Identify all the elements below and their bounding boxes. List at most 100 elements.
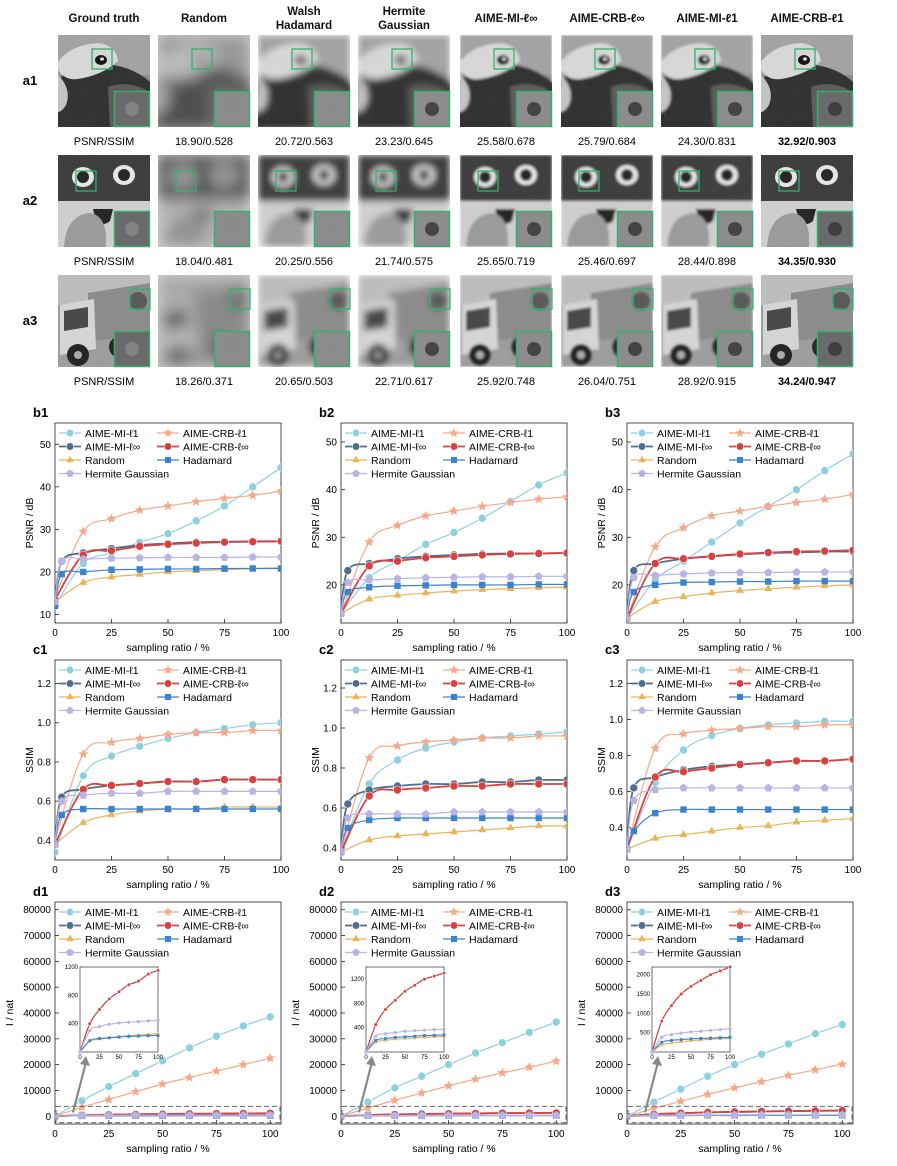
- reconstruction-image: [561, 35, 654, 128]
- legend-label: AIME-CRB-ℓ1: [183, 665, 247, 677]
- data-point-crb_l1: [276, 725, 281, 735]
- legend: AIME-MI-ℓ1 AIME-CRB-ℓ1 AIME-MI-ℓ∞ AIME-CRB-…: [631, 428, 821, 480]
- inset-point-crb_linf: [116, 989, 122, 994]
- zoom-inset: [616, 210, 654, 248]
- data-point-hadamard: [821, 806, 828, 813]
- data-point-hadamard: [108, 566, 115, 574]
- data-point-hadamard: [507, 814, 514, 822]
- legend-marker-hadamard: [164, 935, 172, 943]
- legend-label: Random: [657, 934, 697, 946]
- column-header: Hadamard: [276, 20, 332, 32]
- legend-label: AIME-CRB-ℓ1: [469, 665, 533, 677]
- legend-marker-hermite: [66, 469, 74, 477]
- legend-label: AIME-CRB-ℓ1: [183, 428, 247, 440]
- y-tick-label: 20000: [23, 1060, 51, 1071]
- data-point-hadamard: [535, 814, 542, 822]
- data-point-random: [79, 577, 88, 585]
- data-point-hadamard: [55, 602, 59, 610]
- legend-marker-hadamard: [450, 935, 458, 943]
- data-point-hermite: [838, 1110, 847, 1119]
- y-tick-label: 40000: [595, 1009, 623, 1020]
- y-tick-label: 60000: [309, 957, 337, 968]
- panel-label: c1: [33, 642, 47, 657]
- x-axis-label: sampling ratio / %: [412, 642, 495, 654]
- y-tick-label: 40: [612, 485, 624, 496]
- data-point-hermite: [703, 1110, 712, 1119]
- y-axis-label: SSIM: [596, 747, 608, 773]
- data-point-crb_linf: [191, 777, 201, 786]
- data-point-hermite: [57, 796, 66, 805]
- data-point-random: [820, 815, 829, 823]
- psnr-ssim-value: 18.26/0.371: [175, 376, 233, 388]
- legend-marker-crb_l1: [735, 907, 745, 916]
- inset-point-hermite: [442, 1027, 446, 1031]
- legend-label: AIME-MI-ℓ1: [371, 907, 425, 919]
- inset-point-hermite: [708, 1028, 713, 1032]
- data-point-hermite: [450, 573, 458, 581]
- y-tick-label: 50000: [595, 983, 623, 994]
- legend-marker-hadamard: [450, 456, 458, 464]
- inset-arrow: [643, 1061, 660, 1113]
- data-point-crb_l1: [191, 727, 202, 737]
- data-point-mi_l1: [55, 847, 60, 857]
- legend-marker-crb_l1: [163, 907, 173, 916]
- data-point-crb_linf: [650, 772, 660, 782]
- inset-y-tick-label: 1200: [65, 965, 79, 971]
- data-point-crb_linf: [534, 779, 544, 789]
- x-tick-label: 100: [262, 1129, 279, 1140]
- data-point-crb_linf: [191, 538, 201, 548]
- series-line-hermite: [55, 556, 281, 602]
- y-tick-label: 1.2: [37, 679, 51, 690]
- legend-marker-crb_l1: [735, 665, 745, 674]
- inset-point-hermite: [146, 1018, 151, 1023]
- data-point-hadamard: [479, 814, 486, 822]
- psnr-ssim-value: 24.30/0.831: [678, 136, 736, 148]
- data-point-crb_linf: [679, 554, 688, 564]
- legend-label: Hermite Gaussian: [657, 468, 741, 480]
- data-point-mi_l1: [131, 1069, 141, 1078]
- data-point-hadamard: [164, 805, 172, 813]
- data-point-crb_linf: [679, 767, 688, 777]
- data-point-hermite: [248, 787, 257, 795]
- data-point-crb_l1: [848, 719, 853, 730]
- data-point-hermite: [79, 791, 88, 799]
- y-tick-label: 20000: [309, 1060, 337, 1071]
- data-point-hermite: [552, 1111, 561, 1119]
- legend-marker-crb_l1: [163, 665, 173, 674]
- data-point-crb_linf: [792, 547, 801, 556]
- data-point-random: [450, 586, 458, 594]
- data-point-hadamard: [450, 814, 458, 822]
- y-tick-label: 20: [326, 580, 338, 591]
- data-point-hadamard: [563, 581, 567, 588]
- inset-point-hermite: [107, 1022, 112, 1026]
- legend-marker-mi_linf: [351, 442, 361, 451]
- psnr-ssim-value: 18.04/0.481: [175, 256, 233, 268]
- reconstruction-image: [258, 35, 351, 128]
- data-point-hadamard: [507, 581, 514, 589]
- data-point-mi_l1: [811, 1029, 820, 1038]
- data-point-hermite: [849, 783, 853, 792]
- data-point-hermite: [164, 787, 172, 795]
- data-point-hermite: [77, 1111, 86, 1119]
- data-point-mi_l1: [477, 513, 487, 523]
- x-tick-label: 25: [678, 865, 690, 876]
- data-point-hadamard: [164, 565, 172, 573]
- y-tick-label: 50: [40, 440, 52, 451]
- data-point-crb_linf: [477, 550, 487, 560]
- panel-label: c3: [605, 642, 619, 657]
- data-point-crb_linf: [135, 779, 145, 788]
- data-point-hadamard: [793, 806, 800, 813]
- inset-point-hadamard: [699, 1037, 703, 1040]
- x-tick-label: 100: [845, 628, 862, 639]
- data-point-mi_l1: [104, 1082, 114, 1091]
- legend-marker-hadamard: [736, 456, 744, 464]
- legend-marker-crb_linf: [163, 921, 173, 930]
- data-point-hermite: [185, 1110, 194, 1119]
- legend-marker-crb_linf: [163, 679, 173, 688]
- reconstruction-image: [661, 275, 754, 368]
- legend-label: Hermite Gaussian: [371, 468, 455, 480]
- y-axis-label: I / nat: [4, 1000, 16, 1026]
- legend-label: AIME-MI-ℓ1: [85, 428, 139, 440]
- inset-x-tick-label: 50: [688, 1055, 695, 1061]
- data-point-mi_l1: [792, 485, 801, 494]
